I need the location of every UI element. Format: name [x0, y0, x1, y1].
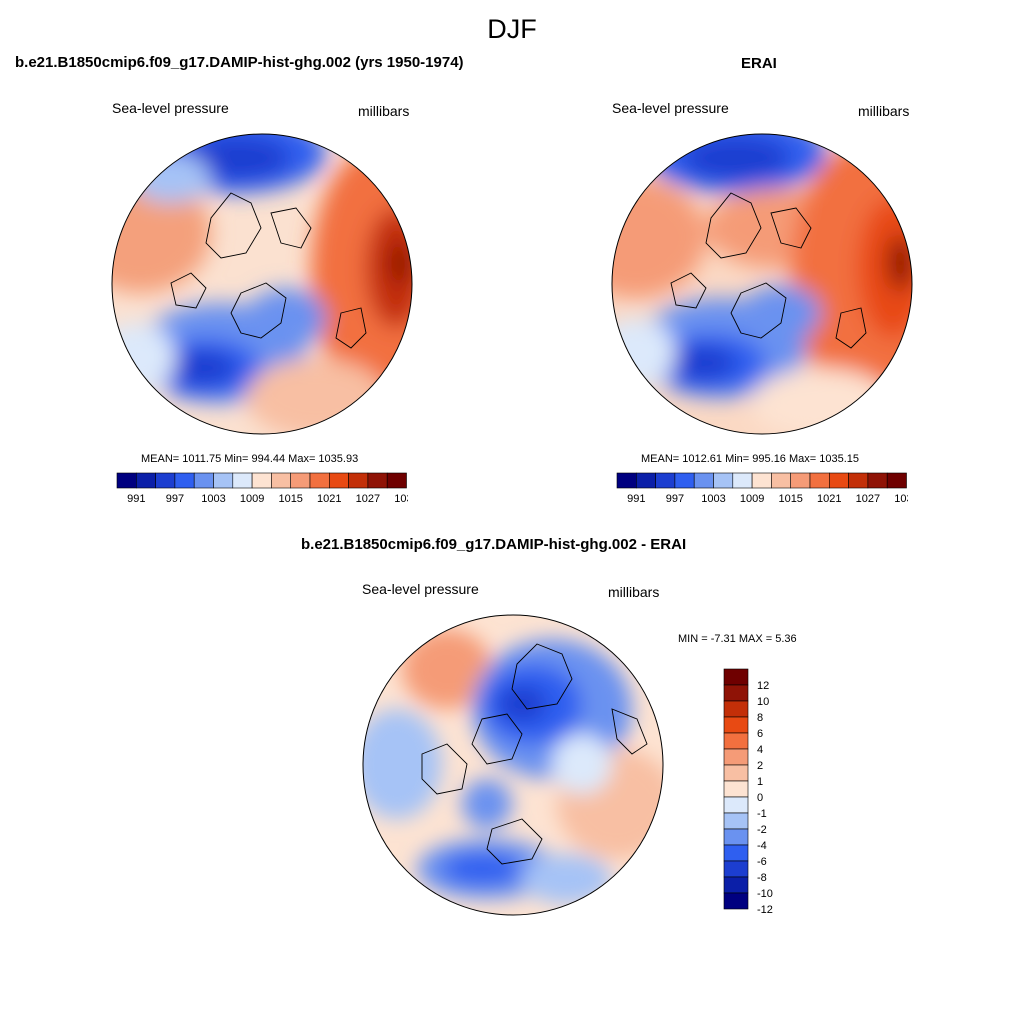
diff-colorbar-label: 4	[757, 744, 763, 756]
diff-coastlines	[421, 643, 648, 865]
model-colorbar-swatch	[348, 472, 369, 489]
model-colorbar-swatch	[290, 472, 311, 489]
model-colorbar-swatch	[251, 472, 272, 489]
diff-colorbar-label: 12	[757, 680, 769, 692]
diff-colorbar-label: -12	[757, 904, 773, 914]
obs-colorbar-swatch	[616, 472, 637, 489]
diff-colorbar-label: -1	[757, 808, 767, 820]
model-colorbar-label: 1021	[317, 493, 341, 505]
obs-colorbar-label: 1027	[856, 493, 880, 505]
model-colorbar-label: 1033	[394, 493, 408, 505]
model-units-label: millibars	[358, 103, 410, 119]
model-colorbar-label: 1009	[240, 493, 264, 505]
diff-colorbar-label: 10	[757, 696, 769, 708]
model-colorbar-swatch	[155, 472, 176, 489]
model-colorbar-label: 997	[166, 493, 184, 505]
diff-colorbar-label: -2	[757, 824, 767, 836]
obs-colorbar-swatch	[693, 472, 714, 489]
obs-colorbar-swatch	[771, 472, 791, 489]
diff-colorbar-swatch	[723, 700, 749, 718]
obs-stats: MEAN= 1012.61 Min= 995.16 Max= 1035.15	[641, 453, 860, 465]
model-panel-title: b.e21.B1850cmip6.f09_g17.DAMIP-hist-ghg.…	[15, 54, 464, 71]
diff-colorbar-swatch	[723, 732, 749, 750]
obs-colorbar-swatch	[809, 472, 830, 489]
model-colorbar-swatch	[309, 472, 330, 489]
diff-colorbar-swatch	[723, 716, 749, 734]
obs-colorbar-swatch	[886, 472, 907, 489]
diff-units-label: millibars	[608, 584, 660, 600]
obs-polar-map	[611, 133, 913, 435]
model-colorbar-label: 991	[127, 493, 145, 505]
model-colorbar-label: 1003	[201, 493, 225, 505]
model-colorbar-swatch	[174, 472, 195, 489]
obs-variable-label: Sea-level pressure	[612, 100, 729, 116]
model-colorbar: 991 997 1003 1009 1015 1021 1027 1033	[116, 472, 408, 505]
diff-colorbar-label: 6	[757, 728, 763, 740]
diff-colorbar-swatch	[723, 844, 749, 862]
diff-stats: MIN = -7.31 MAX = 5.36	[678, 633, 797, 645]
obs-colorbar-swatch	[635, 472, 656, 489]
model-colorbar-label: 1015	[278, 493, 302, 505]
obs-colorbar-swatch	[829, 472, 849, 489]
diff-panel-title: b.e21.B1850cmip6.f09_g17.DAMIP-hist-ghg.…	[301, 536, 687, 553]
diff-colorbar-swatch	[723, 684, 749, 702]
model-colorbar-label: 1027	[356, 493, 380, 505]
obs-colorbar-label: 1021	[817, 493, 841, 505]
model-coastlines	[170, 192, 367, 349]
diff-polar-map	[362, 614, 664, 916]
model-colorbar-swatch	[116, 472, 137, 489]
diff-colorbar-label: 0	[757, 792, 763, 804]
model-colorbar-swatch	[386, 472, 407, 489]
figure-title: DJF	[487, 14, 537, 44]
obs-colorbar-label: 1015	[778, 493, 802, 505]
obs-colorbar-swatch	[655, 472, 676, 489]
obs-colorbar-swatch	[732, 472, 753, 489]
diff-colorbar-swatch	[723, 748, 749, 766]
model-colorbar-swatch	[271, 472, 291, 489]
model-colorbar-swatch	[193, 472, 214, 489]
obs-colorbar-swatch	[790, 472, 811, 489]
model-variable-label: Sea-level pressure	[112, 100, 229, 116]
diff-variable-label: Sea-level pressure	[362, 581, 479, 597]
model-colorbar-swatch	[135, 472, 156, 489]
obs-colorbar-label: 1009	[740, 493, 764, 505]
diff-colorbar-label: 1	[757, 776, 763, 788]
obs-coastlines	[670, 192, 867, 349]
diff-colorbar-label: -6	[757, 856, 767, 868]
diff-colorbar-swatch	[723, 828, 749, 846]
diff-colorbar-label: -10	[757, 888, 773, 900]
model-colorbar-swatch	[329, 472, 349, 489]
obs-colorbar-swatch	[674, 472, 695, 489]
obs-colorbar-label: 991	[627, 493, 645, 505]
obs-colorbar-swatch	[848, 472, 869, 489]
diff-colorbar-label: 8	[757, 712, 763, 724]
model-colorbar-swatch	[367, 472, 388, 489]
diff-colorbar-label: 2	[757, 760, 763, 772]
obs-colorbar: 991 997 1003 1009 1015 1021 1027 1033	[616, 472, 908, 505]
obs-panel-title: ERAI	[741, 55, 777, 72]
diff-colorbar-swatch	[723, 860, 749, 878]
diff-colorbar-swatch	[723, 780, 749, 798]
obs-colorbar-swatch	[713, 472, 734, 489]
model-colorbar-swatch	[232, 472, 253, 489]
diff-colorbar-swatch	[723, 796, 749, 814]
model-colorbar-swatch	[213, 472, 234, 489]
obs-units-label: millibars	[858, 103, 910, 119]
model-polar-map	[111, 133, 413, 435]
diff-colorbar-swatch	[723, 876, 749, 894]
diff-colorbar-swatch	[723, 764, 749, 782]
diff-colorbar-swatch	[723, 812, 749, 830]
model-stats: MEAN= 1011.75 Min= 994.44 Max= 1035.93	[141, 453, 359, 465]
obs-colorbar-label: 997	[666, 493, 684, 505]
diff-colorbar-label: -4	[757, 840, 767, 852]
obs-colorbar-swatch	[751, 472, 772, 489]
diff-colorbar-swatch	[723, 892, 749, 910]
obs-colorbar-label: 1003	[701, 493, 725, 505]
diff-colorbar-label: -8	[757, 872, 767, 884]
obs-colorbar-swatch	[867, 472, 888, 489]
diff-colorbar-swatch	[723, 668, 749, 686]
obs-colorbar-label: 1033	[894, 493, 908, 505]
